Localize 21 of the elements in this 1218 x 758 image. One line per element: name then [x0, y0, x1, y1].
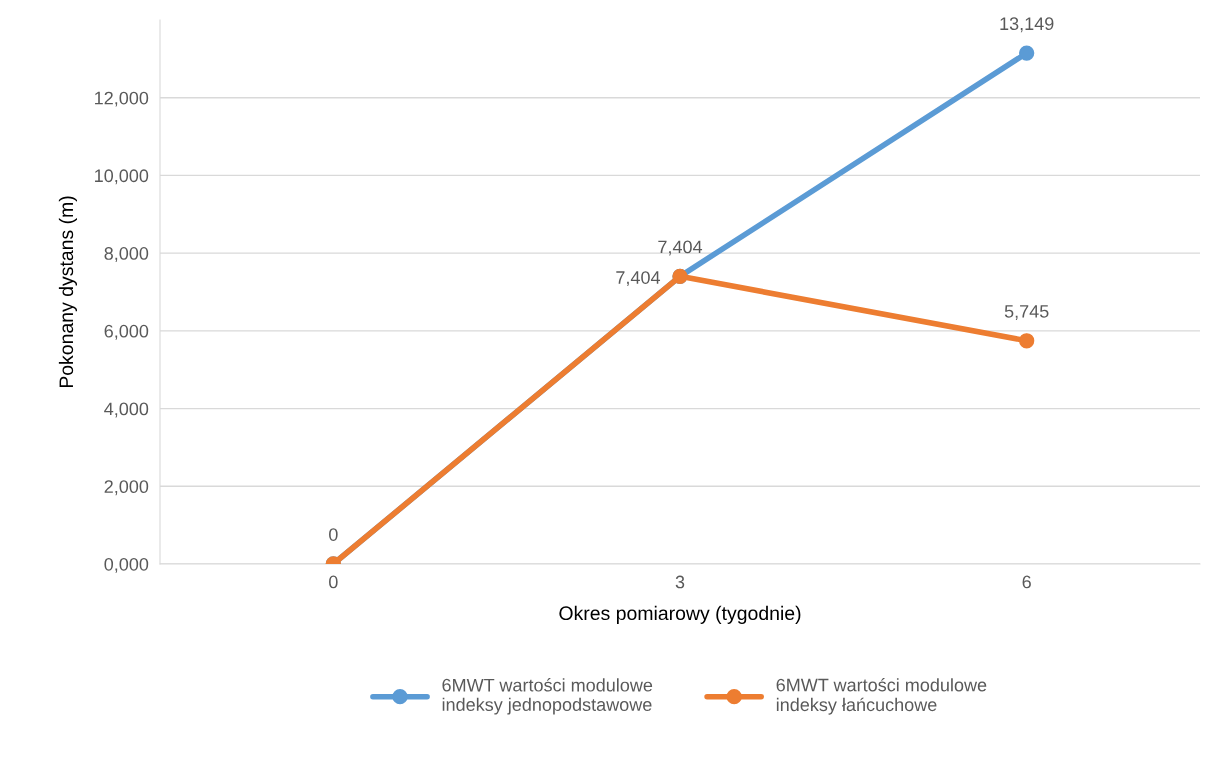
y-tick-label: 6,000	[104, 324, 149, 340]
y-tick-label: 8,000	[104, 247, 149, 262]
y-axis-title: Pokonany dystans (m)	[58, 196, 77, 388]
legend-label: 6MWT wartości modulowe indeksy jednopodstawowe	[442, 678, 653, 715]
x-tick-label: 3	[675, 575, 685, 589]
y-tick-label: 12,000	[95, 91, 149, 107]
data-label: 5,745	[1004, 305, 1049, 320]
x-tick-label: 6	[1022, 575, 1031, 589]
y-tick-label: 10,000	[95, 169, 149, 185]
y-tick-label: 2,000	[104, 480, 149, 496]
data-label: 7,404	[658, 240, 703, 256]
y-tick-label: 4,000	[104, 402, 149, 418]
x-tick-label: 0	[329, 575, 338, 589]
data-label: 13,149	[1000, 17, 1054, 33]
y-tick-label: 0,000	[104, 557, 149, 573]
point	[1019, 45, 1035, 61]
data-label: 0	[329, 528, 338, 541]
point	[1019, 333, 1035, 349]
x-axis-title: Okres pomiarowy (tygodnie)	[559, 605, 801, 624]
legend-label: 6MWT wartości modulowe indeksy łańcuchowe	[776, 677, 987, 715]
data-label: 7,404	[616, 271, 661, 287]
